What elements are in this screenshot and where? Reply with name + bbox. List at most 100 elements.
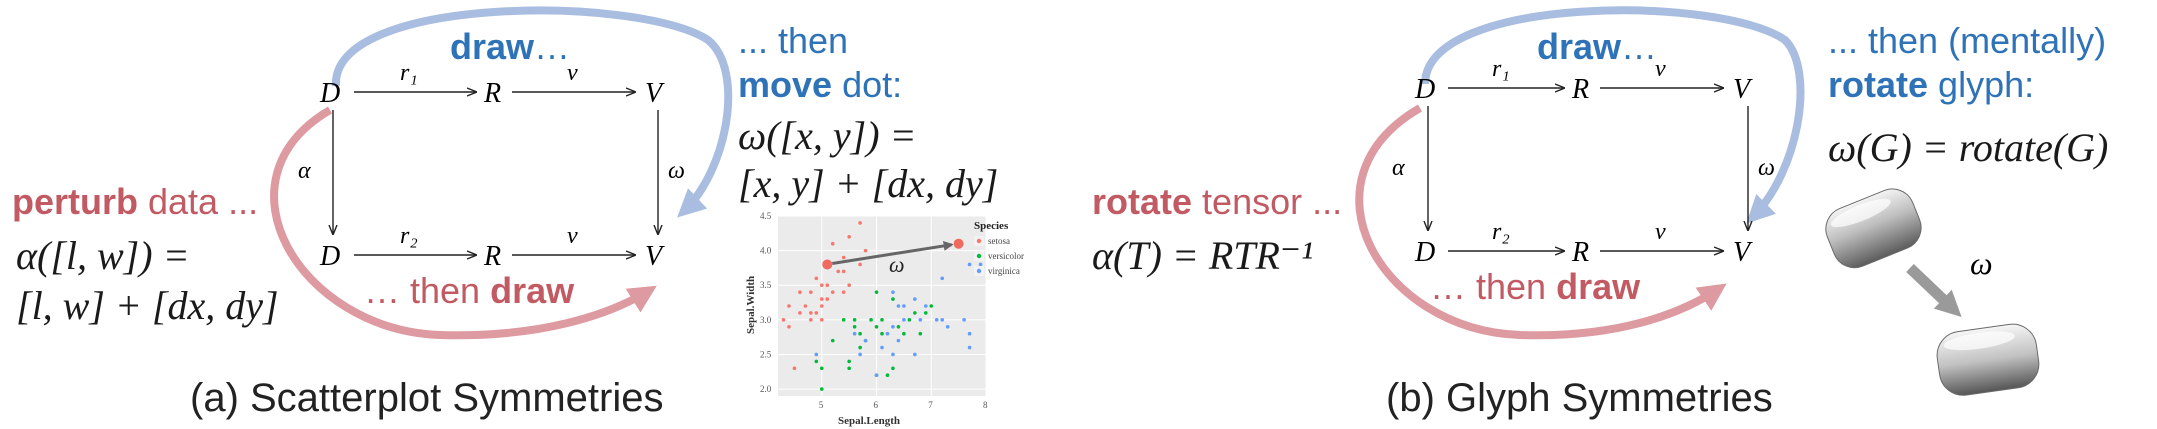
edge-v1-label-b: v (1655, 56, 1666, 82)
scatter-point-setosa (787, 324, 791, 329)
rotate-tensor-label: rotate tensor ... (1092, 181, 1342, 223)
glyph-omega-label: ω (1970, 245, 1993, 281)
draw-curve-arrow (331, 6, 733, 218)
alpha-equation-line1: α([l, w]) = (16, 233, 190, 278)
scatter-point-versicolor (858, 345, 862, 350)
scatter-point-setosa (803, 304, 808, 308)
scatter-point-setosa (858, 262, 862, 267)
node-V-bottom: V (645, 241, 665, 272)
edge-r2-label: r₂ (400, 223, 418, 249)
glyph-illustration: ω (1825, 188, 2040, 396)
scatter-point-setosa (814, 276, 819, 281)
omega-equation-line2: [x, y] + [dx, dy] (738, 161, 999, 206)
scatter-point-setosa (814, 311, 819, 315)
node-D-top: D (319, 78, 340, 109)
scatter-point-virginica (880, 345, 884, 350)
draw-label-b-bold: draw (1537, 26, 1622, 67)
scatter-point-versicolor (874, 324, 879, 329)
scatter-point-setosa (809, 311, 813, 315)
perturb-rest: data ... (148, 181, 259, 222)
then-label-a: ... then (738, 20, 849, 61)
commutative-diagram-a: D R V D R V r₁ v r₂ v α ω (270, 6, 733, 340)
scatter-point-virginica (858, 352, 862, 357)
scatter-point-virginica (945, 324, 950, 329)
perturb-label: perturb data ... (12, 181, 258, 223)
scatter-point-versicolor (923, 311, 928, 315)
node-R-bottom-b: R (1571, 237, 1589, 268)
rotate-tensor-rest: tensor ... (1202, 181, 1343, 222)
highlight-dot-start (822, 259, 833, 270)
scatter-point-versicolor (891, 366, 895, 371)
draw-label-rest: … (534, 26, 571, 67)
y-axis-label: Sepal.Width (745, 276, 757, 334)
scatter-point-versicolor (880, 331, 884, 336)
move-bold: move (738, 64, 833, 105)
node-D-bottom-b: D (1414, 237, 1435, 268)
edge-v2-label: v (567, 223, 578, 249)
scatter-point-versicolor (918, 331, 923, 336)
highlight-dot-end (953, 238, 964, 249)
then-draw-label-b: … then draw (1430, 266, 1640, 308)
x-axis-label: Sepal.Length (838, 415, 900, 427)
node-V-bottom-b: V (1733, 237, 1753, 268)
scatter-point-virginica (940, 276, 945, 281)
x-tick-label: 7 (928, 400, 933, 410)
scatter-point-setosa (798, 311, 802, 315)
scatter-point-setosa (809, 290, 813, 294)
then-draw-b-bold: draw (1556, 266, 1641, 307)
scatter-point-setosa (830, 241, 835, 246)
scatter-point-versicolor (896, 324, 901, 329)
rotate-glyph-label: rotate glyph: (1828, 64, 2034, 106)
then-draw-bold: draw (490, 270, 575, 311)
edge-omega-label-b: ω (1758, 155, 1775, 181)
scatter-point-versicolor (852, 318, 857, 322)
scatter-point-setosa (819, 283, 824, 288)
scatter-point-setosa (836, 269, 841, 274)
y-tick-label: 4.0 (760, 246, 772, 256)
node-V-top-b: V (1733, 74, 1753, 105)
node-R-top: R (483, 78, 501, 109)
scatter-point-setosa (847, 283, 851, 288)
scatter-point-versicolor (847, 366, 851, 371)
legend-label-setosa: setosa (988, 236, 1010, 246)
scatter-point-versicolor (847, 359, 851, 364)
scatter-point-setosa (847, 234, 851, 239)
node-R-top-b: R (1571, 74, 1589, 105)
y-tick-label: 3.0 (760, 315, 772, 325)
rotate-glyph-rest: glyph: (1938, 64, 2035, 105)
edge-omega-label: ω (668, 158, 685, 184)
scatterplot: 5 6 7 8 2.0 2.5 3.0 3.5 4.0 4.5 ω Sepal.Length Se… (745, 211, 1024, 427)
caption-a: (a) Scatterplot Symmetries (190, 376, 664, 420)
draw-label-bold: draw (450, 26, 535, 67)
scatter-point-virginica (967, 331, 972, 336)
then-mentally-label: ... then (mentally) (1828, 20, 2107, 61)
glyph-original (1825, 188, 1922, 269)
edge-r1-label-b: r₁ (1492, 56, 1510, 82)
edge-r2-label-b: r₂ (1492, 219, 1510, 245)
caption-b: (b) Glyph Symmetries (1386, 376, 1773, 420)
edge-r1-label: r₁ (400, 60, 418, 86)
commutative-diagram-b: D R V D R V r₁ v r₂ v α ω (1355, 6, 1805, 340)
perturb-curve-arrow (270, 106, 657, 340)
y-tick-label: 2.0 (760, 384, 772, 394)
alpha-equation-b: α(T) = RTR⁻¹ (1092, 233, 1314, 278)
omega-move-arrow (832, 240, 954, 265)
scatter-point-setosa (798, 290, 802, 294)
scatter-omega-label: ω (889, 252, 905, 277)
scatter-point-setosa (819, 304, 824, 308)
then-draw-b-prefix: … then (1430, 266, 1547, 307)
scatter-point-virginica (962, 318, 966, 322)
scatter-point-setosa (781, 318, 786, 322)
draw-curve-arrow-b (1421, 6, 1805, 224)
legend-key-virginica (976, 268, 982, 274)
scatter-point-virginica (934, 318, 939, 322)
scatter-point-virginica (863, 338, 868, 343)
scatter-point-virginica (967, 262, 972, 267)
scatter-point-virginica (814, 352, 819, 357)
rotate-glyph-bold: rotate (1828, 64, 1929, 105)
scatter-point-virginica (891, 324, 895, 329)
scatter-point-setosa (809, 318, 813, 322)
node-V-top: V (645, 78, 665, 109)
scatter-point-setosa (841, 255, 846, 260)
scatter-point-setosa (792, 366, 797, 371)
